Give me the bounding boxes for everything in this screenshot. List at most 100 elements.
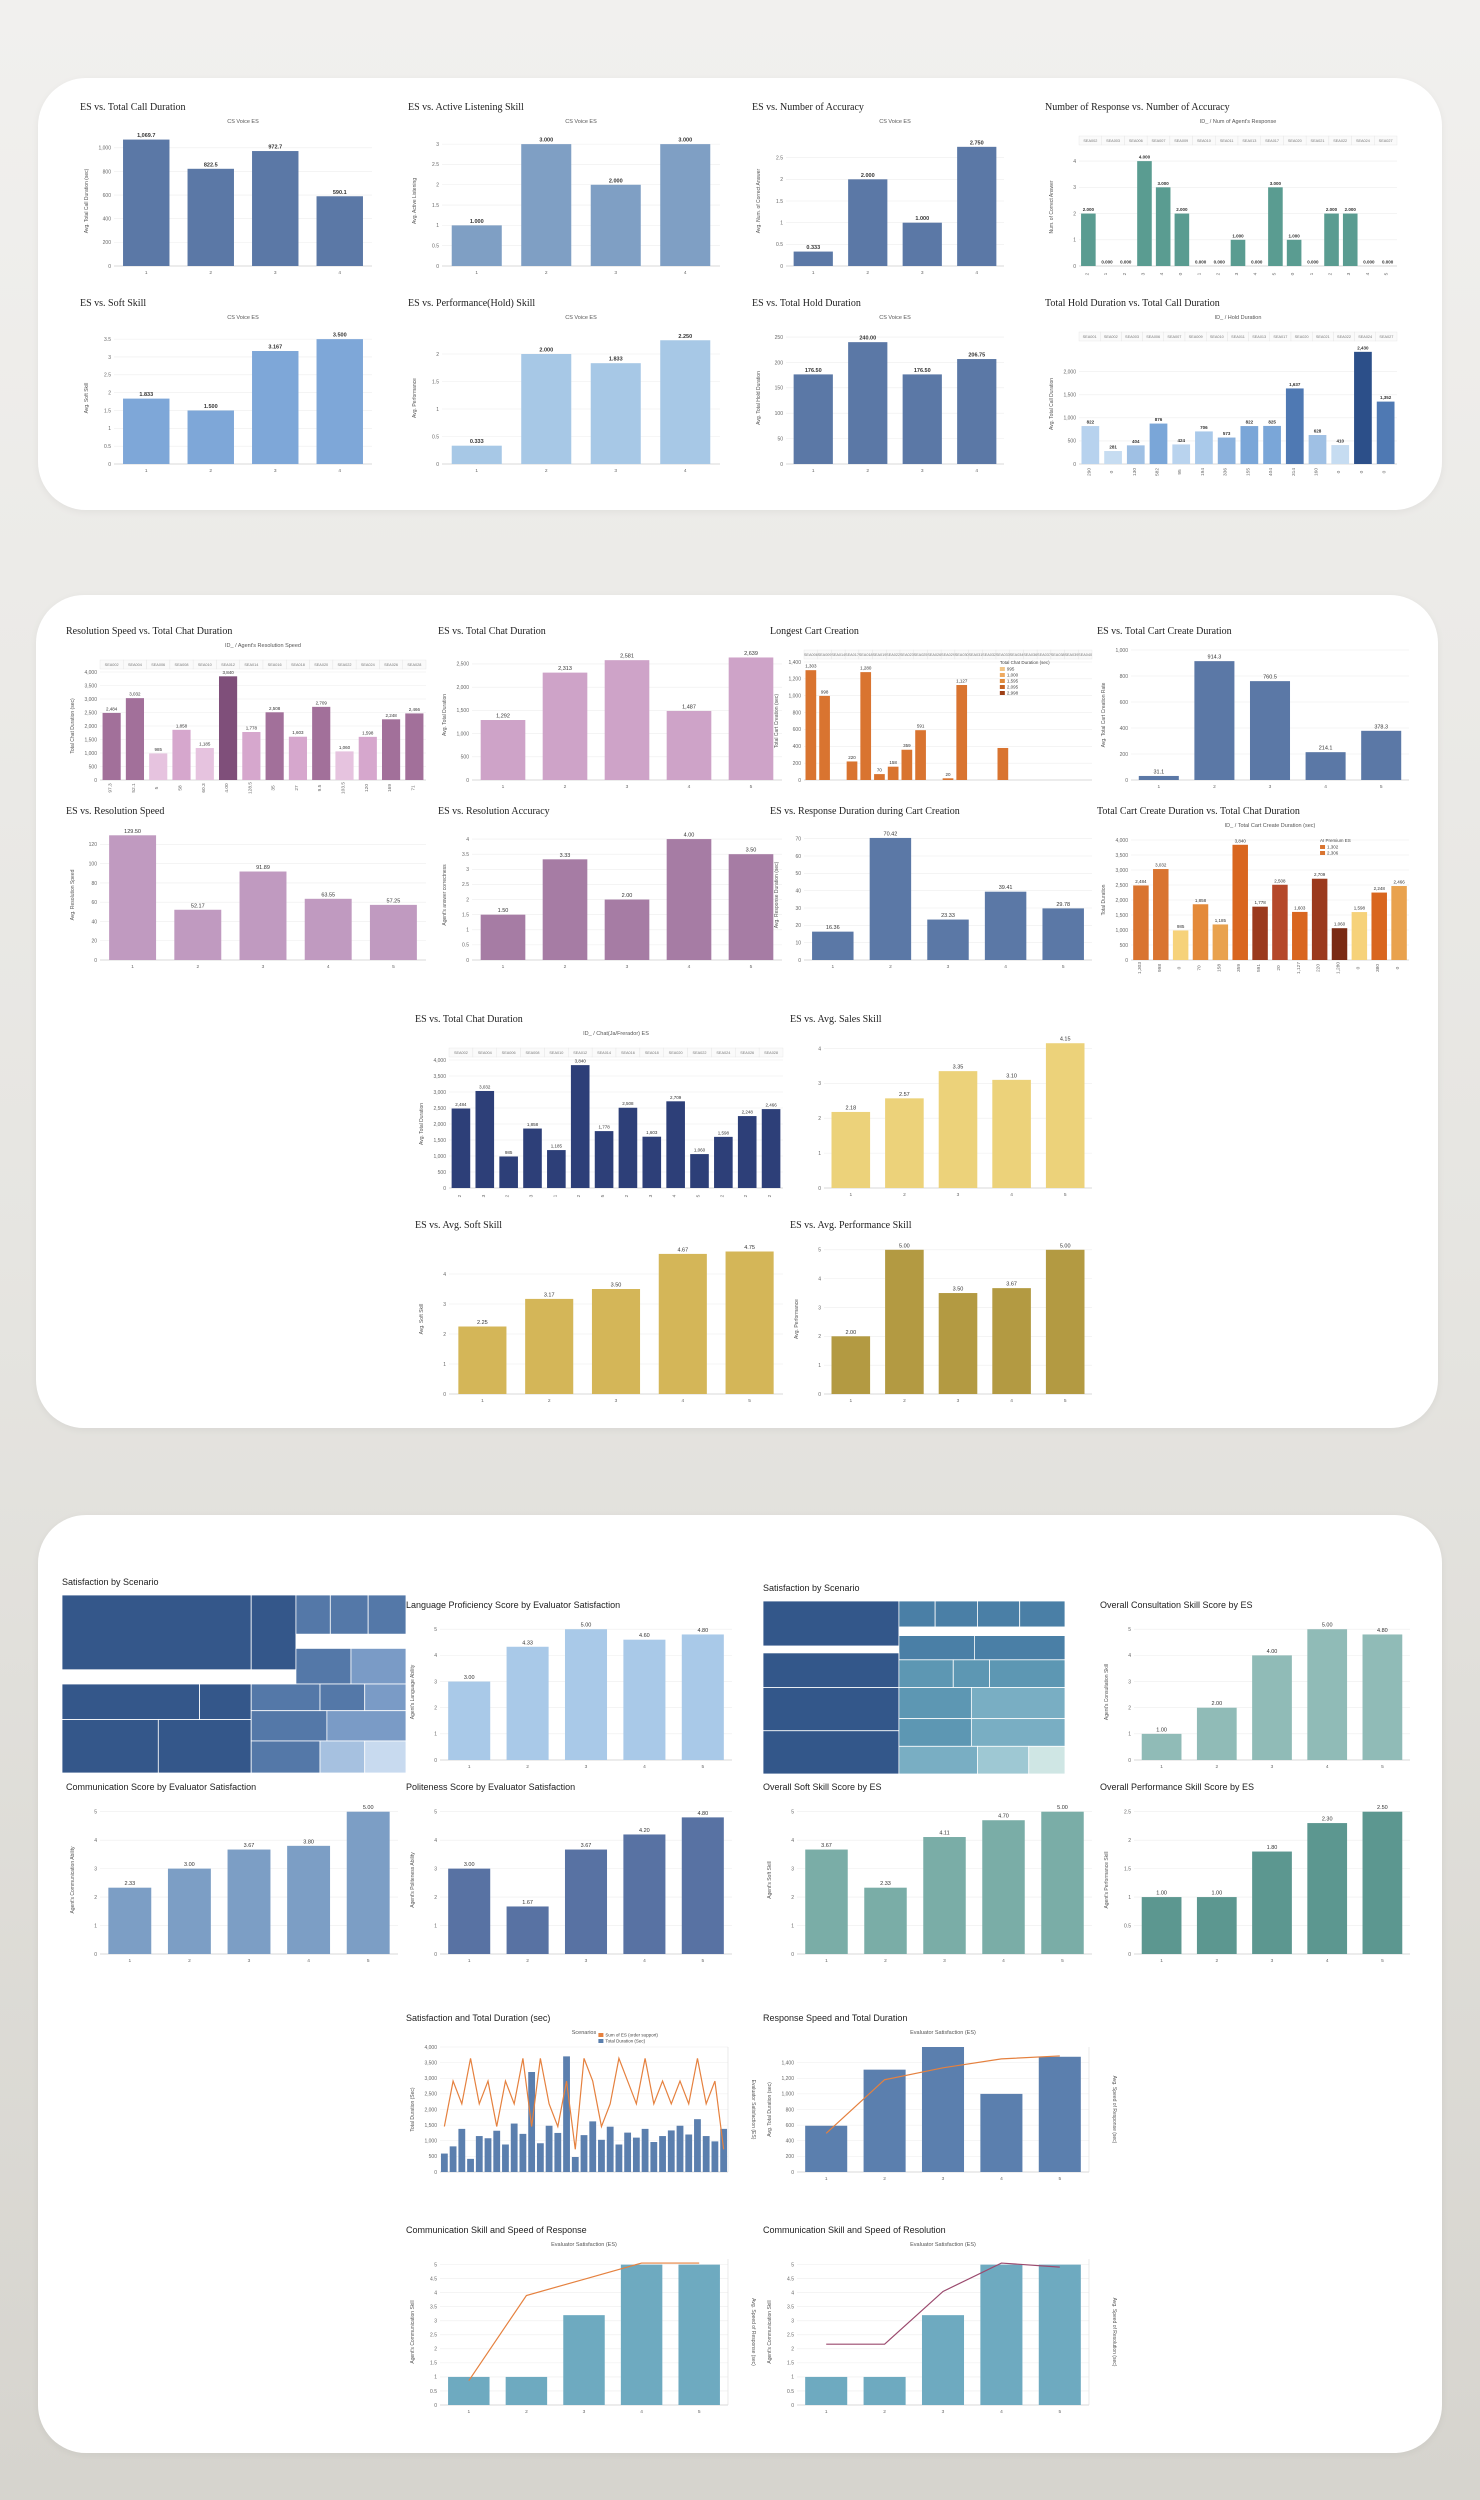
x-tick-label: 2 xyxy=(525,2409,528,2415)
chart-subtitle: ID_ / Agent's Resolution Speed xyxy=(225,643,301,649)
y-axis-label: Total Chat Duration (sec) xyxy=(70,698,76,754)
treemap-cell xyxy=(762,1730,900,1775)
bar xyxy=(1331,928,1348,960)
treemap-cell xyxy=(970,1718,1066,1747)
bar xyxy=(1308,435,1327,464)
data-label: 2,709 xyxy=(316,700,328,705)
x-tick-label: 58 xyxy=(178,785,184,791)
bar xyxy=(848,342,888,464)
bar xyxy=(923,1837,966,1954)
chart-svg: CS Voice ES Avg. Num. of Correct Answer 0 0… xyxy=(756,119,1004,276)
y-tick-label: 800 xyxy=(786,2107,795,2113)
data-label: 5.00 xyxy=(1322,1623,1333,1629)
y-tick-label: 2 xyxy=(436,352,439,358)
facet-header-label: SEA017 xyxy=(845,653,859,657)
data-label: 4.70 xyxy=(998,1814,1009,1820)
y-tick-label: 0 xyxy=(791,2403,794,2409)
x-tick-label: 359 xyxy=(1236,964,1242,972)
y-tick-label: 1,500 xyxy=(1063,393,1076,399)
y-tick-label: 0 xyxy=(94,778,97,784)
y-tick-label: 150 xyxy=(775,386,784,392)
x-tick-label: 290 xyxy=(1086,468,1092,476)
data-label: 2.00 xyxy=(1211,1701,1222,1707)
bar xyxy=(316,196,363,266)
y-tick-label: 2 xyxy=(1128,1705,1131,1711)
data-label: 3.35 xyxy=(953,1065,964,1071)
y-tick-label: 3 xyxy=(1073,185,1076,191)
treemap-cell xyxy=(898,1718,972,1747)
facet-header-label: SEA009 xyxy=(1189,335,1203,339)
bar xyxy=(545,2125,553,2172)
treemap-cell xyxy=(762,1600,900,1647)
y-tick-label: 2,000 xyxy=(1063,369,1076,375)
bar xyxy=(227,1849,271,1954)
bar xyxy=(172,729,191,780)
bar xyxy=(1249,681,1291,780)
facet-header-label: SEA009 xyxy=(1174,139,1188,143)
chart-title: Communication Skill and Speed of Respons… xyxy=(406,2225,587,2235)
y-tick-label: 3 xyxy=(818,1305,821,1311)
facet-header-label: SEA028 xyxy=(407,663,421,667)
y-tick-label: 4 xyxy=(1128,1653,1131,1659)
bar xyxy=(831,1336,871,1394)
x-tick-label: 4 xyxy=(688,784,691,790)
x-tick-label: 1 xyxy=(145,468,148,474)
chart-6: ES vs. Total Hold Duration CS Voice ES Avg… xyxy=(752,298,1012,480)
bar xyxy=(1362,1811,1403,1954)
chart-svg: Agent's Language Ability 0 1 2 3 4 5 3.00 1 4.33 2… xyxy=(410,1623,732,1770)
x-tick-label: 1,280 xyxy=(1336,962,1342,974)
facet-header-label: SEA037 xyxy=(1037,653,1051,657)
y-tick-label: 2 xyxy=(436,183,439,189)
bar xyxy=(660,340,711,464)
facet-header-label: SEA024 xyxy=(361,663,375,667)
legend-entry: 2,306 xyxy=(1327,851,1339,856)
bar xyxy=(1141,1897,1182,1954)
bar xyxy=(1196,1897,1237,1954)
chart-svg: Total Cart Creation (sec) 0 200 400 600 800 1,… xyxy=(774,649,1093,784)
y-axis-label: Avg. Total Cart Creation Rate xyxy=(1101,682,1107,747)
bar xyxy=(252,351,299,464)
bar xyxy=(547,1150,566,1188)
y-tick-label: 1 xyxy=(94,1923,97,1929)
bar xyxy=(1331,445,1350,464)
data-label: 0.000 xyxy=(1307,260,1319,265)
data-label: 2.250 xyxy=(678,334,692,340)
bar xyxy=(676,2125,684,2172)
y-tick-label: 1,000 xyxy=(1115,648,1128,654)
data-label: 590.1 xyxy=(333,190,347,196)
chart-svg: ID_ / Hold Duration Avg. Total Call Durat… xyxy=(1049,315,1398,476)
chart-title: Overall Soft Skill Score by ES xyxy=(763,1782,882,1792)
y-tick-label: 0 xyxy=(436,264,439,270)
facet-header-label: SEA023 xyxy=(900,653,914,657)
y-tick-label: 0 xyxy=(1128,1758,1131,1764)
x-tick-label: 95 xyxy=(1177,469,1183,475)
y-tick-label: 0 xyxy=(434,2403,437,2409)
data-label: 39.41 xyxy=(999,885,1013,891)
x-tick-label: 5 xyxy=(701,1958,704,1964)
bar xyxy=(1104,451,1122,464)
bar xyxy=(623,1834,666,1954)
x-tick-label: 1,127 xyxy=(1296,962,1302,974)
y-tick-label: 1,500 xyxy=(433,1138,446,1144)
x-tick-label: 0 xyxy=(1382,470,1388,473)
y-axis-label: Avg. Num. of Correct Answer xyxy=(756,168,762,233)
data-label: 0.000 xyxy=(1363,260,1375,265)
treemap-cell xyxy=(329,1594,369,1635)
y-tick-label: 1 xyxy=(818,1151,821,1157)
data-label: 1,280 xyxy=(860,666,872,671)
y-tick-label: 4.5 xyxy=(430,2276,437,2282)
y-tick-label: 1 xyxy=(434,2375,437,2381)
legend-swatch xyxy=(999,685,1005,689)
facet-header xyxy=(1374,135,1398,146)
x-tick-label: 1 xyxy=(825,2409,828,2415)
legend-entry: 2,998 xyxy=(1007,691,1019,696)
y-tick-label: 120 xyxy=(89,842,98,848)
series-line xyxy=(468,2262,700,2382)
bar xyxy=(1137,161,1152,266)
facet-header-label: SEA002 xyxy=(454,1051,468,1055)
x-tick-label: 1 xyxy=(502,784,505,790)
bar xyxy=(666,839,712,960)
chart-title: ES vs. Total Chat Duration xyxy=(438,626,546,637)
bar xyxy=(615,2144,623,2172)
chart-svg: ID_ / Num of Agent's Response Num. of Cor… xyxy=(1049,119,1398,275)
